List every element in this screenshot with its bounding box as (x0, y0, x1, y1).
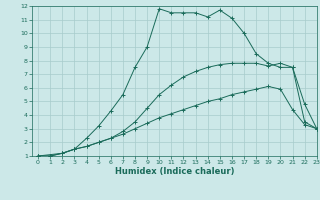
X-axis label: Humidex (Indice chaleur): Humidex (Indice chaleur) (115, 167, 234, 176)
